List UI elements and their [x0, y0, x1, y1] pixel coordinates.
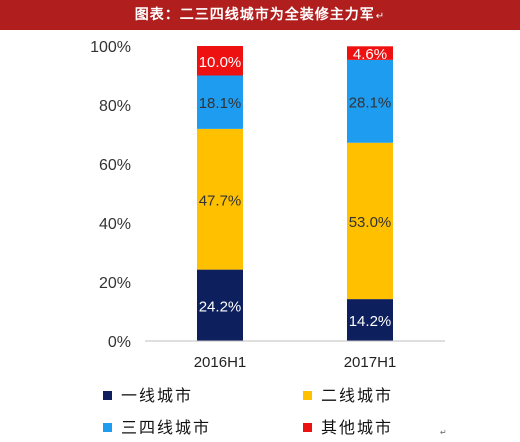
y-tick-label: 100% — [90, 39, 131, 56]
data-label: 10.0% — [199, 54, 242, 71]
legend-label: 三四线城市 — [121, 418, 211, 437]
bar-segment — [347, 59, 393, 143]
data-label: 4.6% — [353, 46, 387, 63]
bar-segment — [347, 142, 393, 300]
legend-label: 其他城市 — [321, 418, 393, 437]
bar-segment — [197, 269, 243, 341]
data-label: 47.7% — [199, 192, 242, 209]
legend-swatch — [103, 391, 112, 400]
x-tick-label: 2017H1 — [344, 354, 397, 371]
bar-segment — [347, 46, 393, 60]
y-tick-label: 60% — [99, 157, 131, 174]
legend-label: 一线城市 — [121, 386, 193, 405]
bar-segment — [197, 46, 243, 76]
y-tick-label: 20% — [99, 275, 131, 292]
y-tick-label: 40% — [99, 216, 131, 233]
data-label: 18.1% — [199, 95, 242, 112]
legend-swatch — [303, 391, 312, 400]
bar-segment — [197, 128, 243, 270]
bar-segment — [197, 75, 243, 129]
data-label: 24.2% — [199, 298, 242, 315]
bar-segment — [347, 299, 393, 341]
x-tick-label: 2016H1 — [194, 354, 247, 371]
legend-swatch — [303, 423, 312, 432]
data-label: 53.0% — [349, 214, 392, 231]
legend-label: 二线城市 — [321, 386, 393, 405]
data-label: 28.1% — [349, 94, 392, 111]
chart-title: 图表：二三四线城市为全装修主力军↵ — [0, 0, 520, 30]
legend-swatch — [103, 423, 112, 432]
chart-title-text: 图表：二三四线城市为全装修主力军 — [134, 7, 375, 23]
y-tick-label: 80% — [99, 98, 131, 115]
data-label: 14.2% — [349, 313, 392, 330]
footer-return-mark-icon: ↵ — [440, 428, 447, 437]
y-tick-label: 0% — [108, 334, 131, 351]
return-mark-icon: ↵ — [375, 11, 386, 22]
